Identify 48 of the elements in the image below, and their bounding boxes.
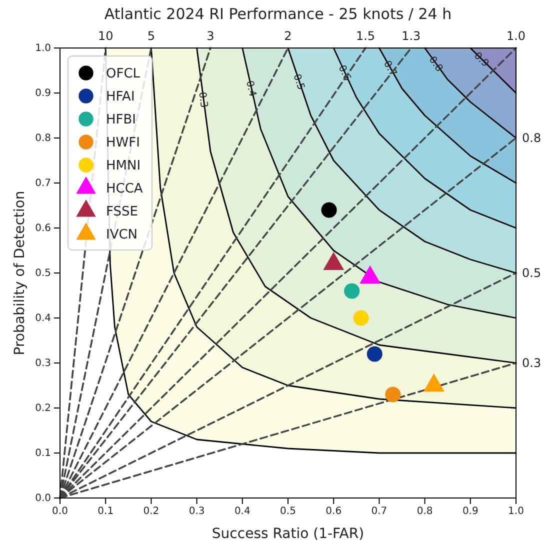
legend-label: HWFI [106, 136, 140, 151]
x-tick-label: 0.1 [98, 506, 114, 518]
y-tick-label: 0.3 [35, 358, 51, 370]
series-label: 10 [98, 29, 114, 43]
y-tick-label: 1.0 [35, 43, 51, 54]
x-tick-label: 0.7 [371, 506, 388, 518]
text: 0.9 [472, 50, 491, 70]
legend-label: HCCA [106, 182, 143, 197]
series-label: 1.0 [506, 29, 526, 43]
y-tick-label: 0.1 [35, 448, 51, 460]
y-tick-label: 0.8 [35, 133, 51, 144]
text: 0.4 [243, 80, 258, 98]
y-tick-label: 0.5 [35, 268, 51, 280]
x-tick-label: 0.6 [326, 506, 342, 518]
x-tick-label: 0.5 [280, 506, 296, 518]
x-tick-label: 0.2 [143, 506, 160, 518]
text: 0.3 [196, 91, 210, 108]
x-axis-title: Success Ratio (1-FAR) [212, 526, 364, 542]
series-label: 0.3 [522, 356, 542, 370]
x-tick-label: 1.0 [508, 506, 524, 518]
legend-label: HMNI [106, 158, 141, 174]
legend-label: FSSE [106, 204, 138, 220]
legend-label: HFAI [106, 90, 135, 105]
series-label: 1.5 [356, 29, 376, 43]
series-label: 2 [284, 29, 292, 43]
y-tick-label: 0.2 [35, 403, 51, 414]
text: 0.5 [290, 72, 306, 92]
legend-label: HFBI [106, 112, 136, 128]
y-tick-label: 0.0 [35, 493, 51, 504]
series-label: 3 [206, 29, 214, 43]
x-tick-label: 0.9 [462, 506, 478, 518]
series-label: 1.3 [402, 29, 421, 43]
y-tick-label: 0.6 [35, 223, 51, 234]
legend-label: OFCL [106, 66, 141, 82]
y-tick-label: 0.9 [35, 88, 51, 100]
x-tick-label: 0.0 [52, 506, 68, 518]
y-tick-label: 0.7 [35, 178, 51, 190]
x-tick-label: 0.4 [234, 506, 250, 518]
legend-label: IVCN [106, 228, 138, 243]
y-axis-title: Probability of Detection [12, 190, 28, 356]
series-label: 0.8 [522, 131, 542, 146]
x-tick-label: 0.3 [188, 506, 205, 518]
y-tick-label: 0.4 [35, 313, 51, 324]
x-tick-label: 0.8 [416, 506, 433, 518]
series-label: 0.5 [522, 266, 542, 280]
text: 0.8 [426, 54, 445, 74]
chart-title: Atlantic 2024 RI Performance - 25 knots / 24 h [104, 5, 452, 23]
series-label: 5 [147, 29, 156, 43]
